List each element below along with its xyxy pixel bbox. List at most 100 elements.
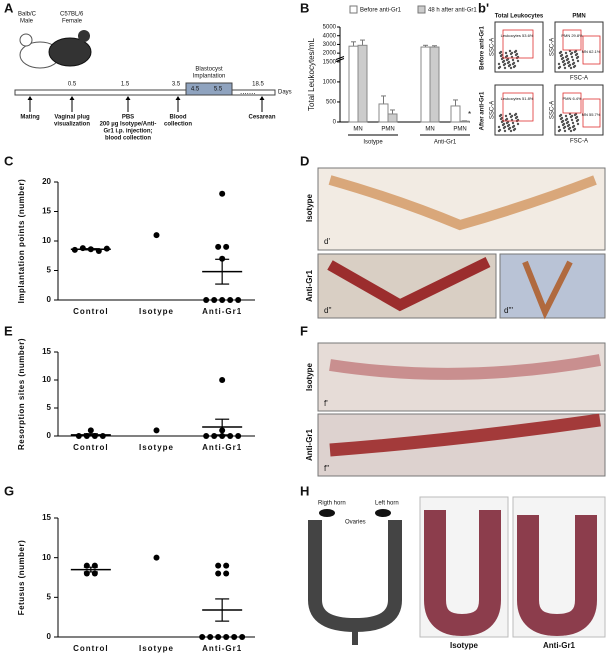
bar <box>429 46 440 123</box>
dot <box>235 433 242 439</box>
flow-event <box>503 62 507 66</box>
flow-event <box>508 112 512 116</box>
flow-event <box>571 58 575 62</box>
flow-event <box>569 129 573 133</box>
flow-panel: Total Leukocytes PMN Before anti-Gr1 SSC-A S… <box>480 14 604 145</box>
flow-event <box>516 59 520 63</box>
horn-diagram <box>308 520 402 633</box>
male-label: Male <box>20 19 34 25</box>
arrow-head <box>27 96 33 100</box>
flow-event <box>557 62 561 66</box>
gate-label: MN 62.1% <box>582 49 601 54</box>
gate-label: Leukocytes 51.8% <box>501 96 534 101</box>
flow-event <box>510 114 514 118</box>
flow-event <box>499 50 503 54</box>
flow-plot <box>554 21 604 73</box>
y-tick-label: 20 <box>42 177 51 186</box>
flow-event <box>563 62 567 66</box>
flow-axis: FSC-A <box>570 139 588 145</box>
x-tick-label: Anti-Gr1 <box>202 443 242 452</box>
uterus <box>329 413 601 457</box>
female-label: C57BL/6 <box>60 12 84 18</box>
photo <box>317 167 606 251</box>
dot <box>223 570 230 577</box>
dot <box>223 634 230 640</box>
annotation: * <box>468 110 471 119</box>
flow-event <box>576 59 580 63</box>
panel-label: H <box>300 483 309 498</box>
flow-event <box>508 49 512 53</box>
dot <box>215 570 222 577</box>
flow-event <box>560 116 564 120</box>
y-tick-label: 0 <box>47 431 52 440</box>
flow-plot <box>494 21 544 73</box>
flow-event <box>575 52 579 56</box>
y-tick-label: 1500 <box>323 59 337 65</box>
dot <box>227 433 234 439</box>
flow-event <box>497 62 501 66</box>
photo-panel: Isotype Anti-Gr1 f' f'' <box>305 342 606 477</box>
flow-event <box>506 120 510 124</box>
subpanel-label: f'' <box>324 464 330 473</box>
day-label: 0.5 <box>68 82 77 88</box>
axis-break <box>335 56 345 62</box>
flow-event <box>571 121 575 125</box>
x-tick-label: MN <box>425 127 434 133</box>
legend-label: 48 h after anti-Gr1 <box>428 8 477 14</box>
panel-label: D <box>300 153 309 168</box>
bar <box>387 113 398 123</box>
flow-event <box>562 122 566 126</box>
dot <box>203 433 210 439</box>
dot <box>215 243 222 250</box>
flow-plot <box>494 84 544 136</box>
group-label: Anti-Gr1 <box>434 140 457 146</box>
flow-event <box>510 55 514 59</box>
flow-gate <box>502 92 534 122</box>
x-tick-label: PMN <box>381 127 394 133</box>
flow-axis: SSC-A <box>490 101 496 119</box>
flow-event <box>505 117 509 121</box>
flow-event <box>508 63 512 67</box>
gate-label: MN 55.7% <box>582 112 601 117</box>
day-label: 5.5 <box>214 87 223 93</box>
x-tick-label: Anti-Gr1 <box>202 307 242 316</box>
flow-event <box>504 51 508 55</box>
flow-event <box>573 127 577 131</box>
flow-event <box>500 53 504 57</box>
event-label: Blood <box>170 115 187 121</box>
flow-gate <box>562 92 582 114</box>
event-label: blood collection <box>105 136 151 142</box>
event-label: Gr1 i.p. injection; <box>103 129 152 135</box>
bar <box>357 44 368 123</box>
flow-event <box>514 112 518 116</box>
flow-event <box>500 116 504 120</box>
flow-event <box>508 126 512 130</box>
flow-event <box>558 128 562 132</box>
flow-event <box>511 121 515 125</box>
flow-event <box>576 118 580 122</box>
dot <box>153 554 160 561</box>
flow-event <box>564 114 568 118</box>
panel-label: C <box>4 153 14 168</box>
flow-event <box>513 127 517 131</box>
flow-event <box>565 54 569 58</box>
flow-event <box>515 52 519 56</box>
dot <box>235 297 242 303</box>
event-label: Cesarean <box>248 115 275 121</box>
y-axis-label: Fetusus (number) <box>17 540 26 616</box>
flow-event <box>516 55 520 59</box>
y-tick-label: 4000 <box>323 33 337 39</box>
y-axis-label: Total Leukocytes/mL <box>307 37 316 110</box>
legend-swatch <box>349 5 358 14</box>
uterus <box>329 354 602 380</box>
panel-label: A <box>4 0 14 15</box>
x-tick-label: Control <box>73 443 108 452</box>
flow-event <box>510 51 514 55</box>
event-label: Vaginal plug <box>54 115 90 121</box>
flow-event <box>574 49 578 53</box>
implantation-label: Implantation <box>193 74 226 80</box>
flow-event <box>563 125 567 129</box>
y-tick-label: 10 <box>42 375 51 384</box>
